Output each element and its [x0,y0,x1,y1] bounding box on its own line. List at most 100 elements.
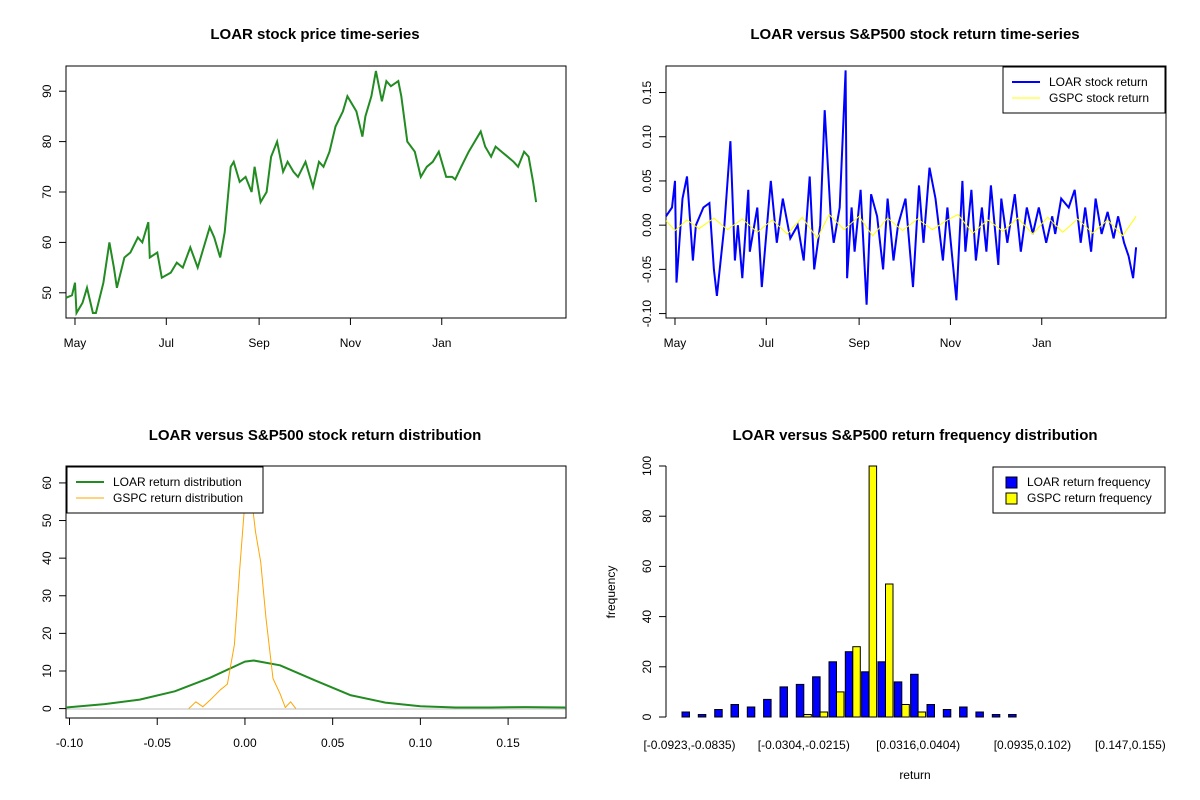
loar-freq-bar [763,698,772,718]
legend-swatch [1005,492,1018,505]
gspc-density-line [188,486,297,709]
y-tick-label: 30 [40,589,54,603]
legend-label: GSPC return distribution [113,491,243,505]
loar-freq-bar [812,676,821,718]
loar-freq-bar [926,704,935,718]
y-tick-label: 60 [640,559,654,573]
axis-group: -0.10 -0.05 0.00 0.05 0.10 0.15 0 10 20 30 40 50 60 [40,476,520,750]
loar-freq-bar [877,661,886,718]
loar-freq-bar [942,709,952,718]
gspc-freq-bar [836,691,845,718]
x-tick-label: [0.0935,0.102) [994,738,1071,752]
axis-group: May Jul Sep Nov Jan 50 60 70 80 90 [40,84,451,350]
series-group [665,70,1138,305]
x-tick-label: [-0.0304,-0.0215) [758,738,850,752]
x-tick-label: Nov [340,336,361,350]
x-tick-label: Nov [940,336,961,350]
legend: LOAR return distribution GSPC return dis… [66,466,264,514]
x-tick-label: Sep [248,336,270,350]
x-tick-label: [0.0316,0.0404) [876,738,960,752]
x-tick-label: Jan [1032,336,1051,350]
gspc-freq-bar [901,704,910,718]
x-tick-label: May [64,336,87,350]
x-tick-label: Jan [432,336,451,350]
gspc-return-line [665,213,1137,240]
gspc-freq-bar [917,711,927,718]
legend: LOAR stock return GSPC stock return [1002,66,1166,114]
plot-frame [665,65,1167,319]
series-group [65,486,567,709]
y-tick-label: 60 [40,235,54,249]
loar-freq-bar [844,651,854,718]
price-series-line [65,70,538,317]
axis-group: 0 20 40 60 80 100 [-0.0923,-0.0835) [-0.0304,-0… [640,456,1166,752]
legend-box [66,466,264,514]
y-tick-label: 40 [640,610,654,624]
loar-freq-bar [746,706,756,718]
y-tick-label: 0.15 [640,81,654,105]
legend-label: LOAR stock return [1049,75,1148,89]
chart-title: LOAR stock price time-series [210,26,419,43]
loar-freq-bar [893,681,903,718]
x-tick-label: [0.147,0.155) [1095,738,1166,752]
gspc-freq-bar [868,465,878,718]
legend-label: GSPC return frequency [1027,491,1152,505]
legend-label: LOAR return frequency [1027,475,1150,489]
legend-label: LOAR return distribution [113,475,242,489]
loar-freq-bar [975,711,984,718]
legend-label: GSPC stock return [1049,91,1149,105]
y-tick-label: 70 [40,185,54,199]
series-group [681,465,1017,718]
y-tick-label: 60 [40,476,54,490]
x-tick-label: Sep [848,336,870,350]
x-tick-label: 0.15 [496,736,520,750]
legend-box [1002,66,1166,114]
x-tick-label: 0.00 [233,736,257,750]
loar-freq-bar [714,709,723,718]
y-tick-label: -0.10 [640,300,654,328]
y-tick-label: 50 [40,514,54,528]
gspc-freq-bar [819,711,829,718]
x-tick-label: Jul [759,336,774,350]
panel-histogram: LOAR versus S&P500 return frequency dist… [604,427,1166,782]
gspc-freq-bar [852,646,861,718]
x-tick-label: -0.10 [56,736,84,750]
loar-freq-bar [779,686,788,718]
y-axis-label: frequency [604,566,618,619]
y-tick-label: 0 [640,713,654,720]
loar-freq-bar [991,714,1001,718]
y-tick-label: 80 [640,509,654,523]
chart-title: LOAR versus S&P500 stock return distribu… [149,427,482,444]
panel-returns: LOAR versus S&P500 stock return time-ser… [640,26,1167,350]
y-tick-label: 0.10 [640,125,654,149]
panel-density: LOAR versus S&P500 stock return distribu… [40,427,567,750]
axis-group: May Jul Sep Nov Jan -0.10 -0.05 0.00 0.05 0.10 0.1… [640,81,1051,350]
y-tick-label: 100 [640,456,654,476]
loar-freq-bar [795,683,805,718]
panel-price: LOAR stock price time-series May Jul Sep No… [40,26,567,350]
y-tick-label: 20 [40,626,54,640]
y-tick-label: -0.05 [640,255,654,283]
y-tick-label: 0.00 [640,213,654,237]
loar-freq-bar [959,706,968,718]
x-tick-label: [-0.0923,-0.0835) [643,738,735,752]
series-group [65,70,538,317]
legend-box [992,466,1166,514]
y-tick-label: 50 [40,286,54,300]
legend-swatch [1005,476,1018,489]
loar-density-line [65,659,567,709]
x-tick-label: May [664,336,687,350]
loar-freq-bar [1008,714,1017,718]
plot-frame [65,65,567,319]
loar-freq-bar [861,671,870,718]
legend: LOAR return frequency GSPC return freque… [992,466,1166,514]
x-axis-label: return [899,768,930,782]
y-tick-label: 40 [40,551,54,565]
y-tick-label: 20 [640,660,654,674]
plot-frame [65,465,567,719]
loar-freq-bar [828,661,837,718]
y-tick-label: 0.05 [640,169,654,193]
loar-freq-bar [697,714,707,718]
x-tick-label: -0.05 [144,736,172,750]
